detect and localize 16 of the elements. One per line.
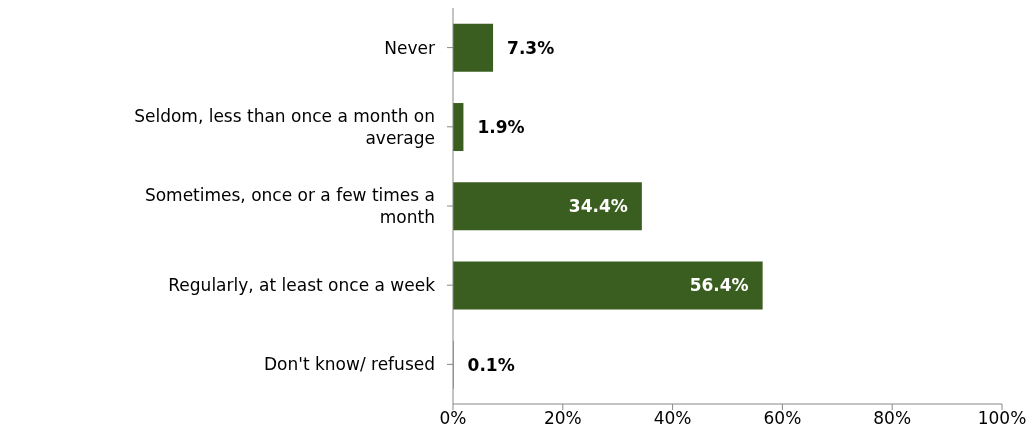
y-tick-label: Regularly, at least once a week [168,275,436,296]
data-label: 1.9% [477,117,525,138]
data-label: 0.1% [467,354,515,375]
x-tick-label: 20% [543,408,582,429]
data-label: 7.3% [507,37,555,58]
y-tick-label: Sometimes, once or a few times a month [144,185,435,227]
y-tick-label: Seldom, less than once a month on average [134,105,435,148]
data-label: 34.4% [568,196,628,217]
x-tick-label: 60% [763,408,802,429]
y-tick-label: Don't know/ refused [263,354,435,375]
x-tick-label: 40% [653,408,692,429]
y-tick-label: Never [384,37,436,58]
x-tick-label: 0% [439,408,467,429]
x-tick-label: 80% [873,408,912,429]
x-tick-label: 100% [977,408,1027,429]
data-label: 56.4% [689,275,749,296]
